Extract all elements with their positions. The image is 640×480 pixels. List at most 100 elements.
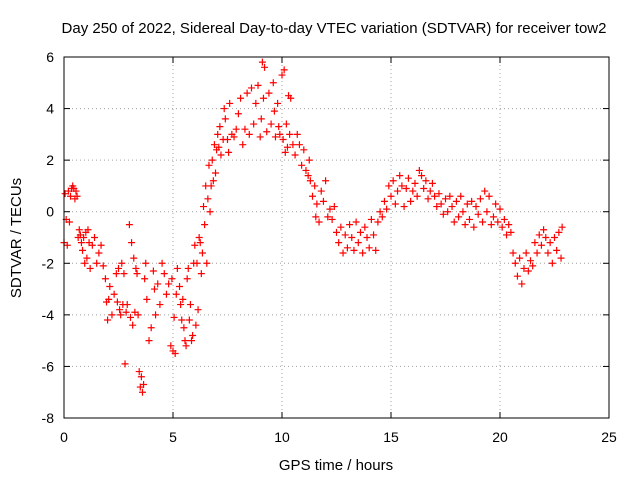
data-point <box>220 105 228 113</box>
data-point <box>116 306 124 314</box>
data-point <box>152 311 160 319</box>
data-point <box>558 223 566 231</box>
data-point <box>309 192 317 200</box>
data-point <box>267 120 275 128</box>
x-tick-label: 0 <box>60 429 68 445</box>
y-tick-label: -2 <box>42 255 55 271</box>
data-point <box>476 195 484 203</box>
data-point <box>487 221 495 229</box>
data-point <box>394 187 402 195</box>
data-point <box>315 218 323 226</box>
data-point <box>184 264 192 272</box>
data-point <box>180 324 188 332</box>
data-point <box>170 313 178 321</box>
data-point <box>191 241 199 249</box>
data-point <box>295 141 303 149</box>
data-point <box>198 249 206 257</box>
data-point <box>328 215 336 223</box>
data-point <box>179 295 187 303</box>
data-point <box>527 257 535 265</box>
data-point <box>147 324 155 332</box>
data-point <box>511 259 519 267</box>
x-tick-label: 5 <box>169 429 177 445</box>
data-point <box>354 239 362 247</box>
data-point <box>257 115 265 123</box>
data-point <box>435 190 443 198</box>
data-point <box>247 84 255 92</box>
data-point <box>263 128 271 136</box>
data-point <box>483 208 491 216</box>
data-point <box>350 246 358 254</box>
data-point <box>243 89 251 97</box>
y-tick-label: 0 <box>46 204 54 220</box>
data-point <box>529 262 537 270</box>
data-point <box>212 169 220 177</box>
data-point <box>225 148 233 156</box>
data-point <box>67 192 75 200</box>
data-point <box>383 205 391 213</box>
data-point <box>201 221 209 229</box>
data-point <box>122 308 130 316</box>
data-point <box>548 259 556 267</box>
data-point <box>195 234 203 241</box>
data-point <box>280 66 288 74</box>
data-point <box>465 215 473 223</box>
data-point <box>106 282 114 290</box>
data-point <box>214 130 222 138</box>
x-tick-label: 25 <box>601 429 617 445</box>
data-point <box>73 192 81 200</box>
data-point <box>134 311 142 319</box>
data-point <box>524 267 532 275</box>
data-point <box>319 197 327 205</box>
data-point <box>337 223 345 231</box>
data-point <box>226 99 234 107</box>
data-point <box>217 151 225 159</box>
data-point <box>194 306 202 314</box>
data-point <box>126 313 134 321</box>
data-point <box>442 195 449 203</box>
data-point <box>276 130 284 138</box>
data-point <box>237 94 245 102</box>
data-point <box>306 177 314 185</box>
data-point <box>433 203 441 211</box>
data-point <box>132 264 140 272</box>
data-point <box>398 182 406 190</box>
data-point <box>335 239 343 247</box>
data-point <box>104 316 112 324</box>
data-point <box>171 350 179 358</box>
data-point <box>540 226 548 234</box>
data-point <box>367 215 375 223</box>
data-point <box>509 249 517 257</box>
x-tick-label: 15 <box>383 429 399 445</box>
data-point <box>72 187 80 195</box>
data-point <box>313 200 321 208</box>
data-point <box>489 213 497 221</box>
data-point <box>154 280 162 288</box>
data-point <box>424 195 432 203</box>
data-point <box>472 203 480 211</box>
data-point <box>118 259 126 267</box>
data-point <box>112 270 120 278</box>
data-point <box>197 270 205 278</box>
data-point <box>437 200 445 208</box>
data-point <box>409 187 417 195</box>
data-point <box>387 192 395 200</box>
data-point <box>207 182 215 190</box>
data-point <box>86 264 94 272</box>
data-point <box>115 264 122 272</box>
data-point <box>150 285 158 293</box>
data-point <box>278 71 286 79</box>
data-point <box>88 241 96 249</box>
data-point <box>391 200 399 208</box>
data-point <box>185 316 193 324</box>
data-point <box>133 270 141 278</box>
data-point <box>274 99 282 107</box>
data-point <box>142 259 150 267</box>
data-point <box>138 388 146 396</box>
data-point <box>145 337 153 345</box>
data-point <box>193 259 201 267</box>
data-point <box>234 110 242 118</box>
data-point <box>110 290 118 298</box>
data-point <box>80 234 88 241</box>
